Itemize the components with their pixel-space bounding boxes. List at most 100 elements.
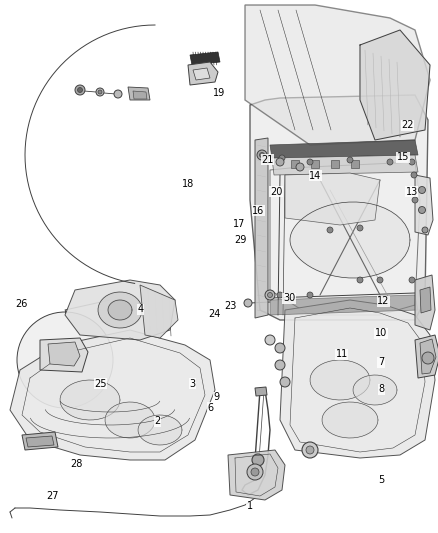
Circle shape <box>357 277 363 283</box>
Circle shape <box>411 172 417 178</box>
Text: 21: 21 <box>261 155 273 165</box>
Circle shape <box>247 464 263 480</box>
Circle shape <box>302 442 318 458</box>
Polygon shape <box>270 295 418 315</box>
Text: 27: 27 <box>46 491 59 500</box>
Text: 23: 23 <box>224 302 236 311</box>
Polygon shape <box>188 62 218 85</box>
Circle shape <box>114 90 122 98</box>
Circle shape <box>412 197 418 203</box>
Polygon shape <box>353 375 397 405</box>
Circle shape <box>265 290 275 300</box>
Circle shape <box>96 88 104 96</box>
Text: 6: 6 <box>207 403 213 413</box>
Text: 14: 14 <box>309 171 321 181</box>
Text: 30: 30 <box>283 294 295 303</box>
Circle shape <box>377 277 383 283</box>
Circle shape <box>306 446 314 454</box>
Circle shape <box>387 159 393 165</box>
Circle shape <box>75 85 85 95</box>
Polygon shape <box>22 432 58 450</box>
Text: 24: 24 <box>208 310 221 319</box>
Text: 16: 16 <box>252 206 265 215</box>
Polygon shape <box>48 342 80 366</box>
Text: 9: 9 <box>214 392 220 402</box>
Polygon shape <box>415 275 435 330</box>
Circle shape <box>280 377 290 387</box>
Circle shape <box>327 227 333 233</box>
Polygon shape <box>40 338 88 372</box>
Circle shape <box>17 312 113 408</box>
Polygon shape <box>290 202 410 278</box>
Polygon shape <box>310 360 370 400</box>
Polygon shape <box>285 173 380 225</box>
Polygon shape <box>65 280 175 340</box>
Polygon shape <box>26 436 54 447</box>
Text: 22: 22 <box>401 120 413 130</box>
Text: 8: 8 <box>378 384 384 394</box>
Text: 29: 29 <box>235 235 247 245</box>
Text: 26: 26 <box>16 299 28 309</box>
Circle shape <box>418 187 425 193</box>
Text: 15: 15 <box>397 152 409 162</box>
Circle shape <box>265 335 275 345</box>
Polygon shape <box>291 160 299 168</box>
Polygon shape <box>420 287 431 313</box>
Polygon shape <box>193 68 210 80</box>
Circle shape <box>275 343 285 353</box>
Circle shape <box>422 352 434 364</box>
Polygon shape <box>351 160 359 168</box>
Polygon shape <box>138 415 182 445</box>
Text: 18: 18 <box>182 179 194 189</box>
Polygon shape <box>250 95 428 320</box>
Polygon shape <box>322 402 378 438</box>
Text: 12: 12 <box>377 296 389 306</box>
Polygon shape <box>10 330 215 460</box>
Polygon shape <box>108 300 132 320</box>
Polygon shape <box>280 300 435 458</box>
Polygon shape <box>420 339 436 374</box>
Circle shape <box>268 293 272 297</box>
Polygon shape <box>245 5 430 145</box>
Text: 11: 11 <box>336 350 348 359</box>
Polygon shape <box>133 91 147 99</box>
Polygon shape <box>270 162 420 315</box>
Text: 17: 17 <box>233 219 245 229</box>
Text: 1: 1 <box>247 502 253 511</box>
Circle shape <box>251 468 259 476</box>
Circle shape <box>277 292 283 298</box>
Polygon shape <box>270 140 418 158</box>
Text: 2: 2 <box>155 416 161 426</box>
Polygon shape <box>360 30 430 140</box>
Circle shape <box>259 152 265 157</box>
Polygon shape <box>140 285 178 338</box>
Text: 4: 4 <box>137 304 143 314</box>
Circle shape <box>275 360 285 370</box>
Circle shape <box>347 157 353 163</box>
Text: 5: 5 <box>378 475 384 484</box>
Circle shape <box>257 150 267 160</box>
Polygon shape <box>415 335 438 378</box>
Circle shape <box>98 90 102 94</box>
Text: 28: 28 <box>71 459 83 469</box>
Polygon shape <box>255 138 268 318</box>
Circle shape <box>78 87 82 93</box>
Circle shape <box>296 163 304 171</box>
Text: 25: 25 <box>95 379 107 389</box>
Circle shape <box>422 227 428 233</box>
Circle shape <box>279 155 285 161</box>
Circle shape <box>244 299 252 307</box>
Circle shape <box>357 225 363 231</box>
Circle shape <box>418 206 425 214</box>
Polygon shape <box>331 160 339 168</box>
Circle shape <box>307 292 313 298</box>
Text: 7: 7 <box>378 358 384 367</box>
Circle shape <box>409 159 415 165</box>
Text: 3: 3 <box>190 379 196 389</box>
Text: 10: 10 <box>375 328 387 338</box>
Circle shape <box>307 159 313 165</box>
Polygon shape <box>255 387 267 396</box>
Polygon shape <box>128 87 150 100</box>
Polygon shape <box>190 52 220 65</box>
Polygon shape <box>272 155 418 175</box>
